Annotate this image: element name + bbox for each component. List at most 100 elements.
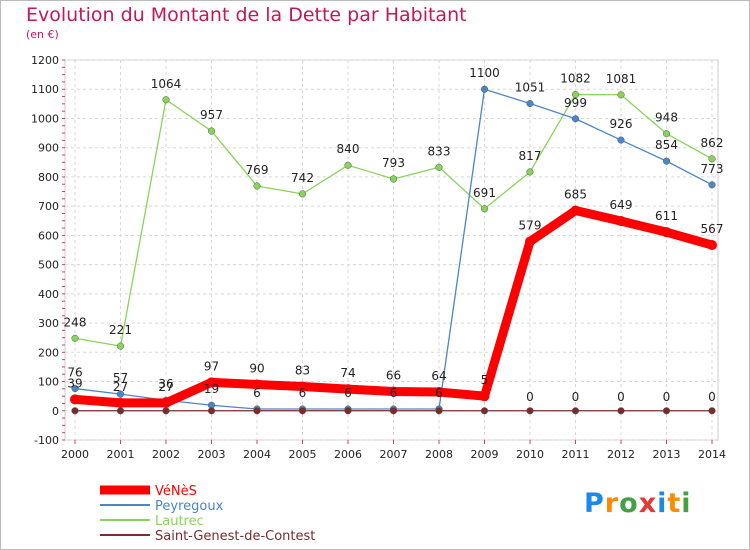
data-label: 926 [610,117,633,131]
data-point [616,216,626,227]
chart-title: Evolution du Montant de la Dette par Hab… [26,4,467,26]
logo-letter: i [681,488,692,519]
axis-layer: -100010020030040050060070080090010001100… [31,54,726,461]
data-point [480,85,489,93]
legend: VéNèSPeyregouxLautrecSaint-Genest-de-Con… [100,484,315,544]
data-point [71,385,79,393]
data-point [662,157,671,165]
data-label: 0 [526,390,534,404]
data-label: 1051 [515,81,546,95]
data-label: 64 [431,369,446,383]
x-tick-label: 2001 [107,448,135,461]
data-point [571,407,580,415]
x-tick-label: 2010 [516,448,544,461]
data-label: 83 [295,364,310,378]
logo-letter: t [667,488,682,519]
data-point [434,387,444,398]
grid-layer [64,59,719,441]
data-point [479,391,490,402]
x-tick-label: 2007 [380,448,408,461]
data-point [708,181,716,189]
legend-entry: VéNèS [155,484,197,499]
data-label: 6 [344,386,352,400]
data-point [71,407,79,415]
x-tick-label: 2014 [698,448,726,461]
data-point [570,205,581,216]
y-tick-label: 300 [38,317,59,330]
data-point [480,205,489,213]
data-point [253,407,261,415]
legend-entry: Saint-Genest-de-Contest [155,529,315,544]
data-label: 773 [701,162,724,176]
logo-letter: x [638,488,658,519]
data-point [662,407,671,415]
x-tick-label: 2006 [334,448,362,461]
data-label: 793 [382,156,405,170]
data-label: 567 [701,222,724,236]
data-label: 6 [390,386,398,400]
data-point [435,407,443,415]
data-point [662,130,671,138]
data-label: 6 [253,386,261,400]
x-tick-label: 2011 [562,448,590,461]
legend-entry: Peyregoux [155,499,224,514]
data-point [162,96,170,104]
data-label: 948 [655,111,678,125]
y-tick-label: 600 [38,229,59,242]
data-label: 5 [481,373,489,387]
data-label: 769 [246,163,269,177]
data-point [207,407,216,415]
data-point [70,394,80,405]
data-point [435,163,443,171]
data-label: 76 [67,366,82,380]
data-point [707,240,717,251]
data-point [526,407,534,415]
x-tick-label: 2013 [653,448,681,461]
data-point [526,168,534,176]
data-point [343,384,353,395]
data-label: 1100 [469,66,500,80]
data-label: 74 [340,366,355,380]
data-label: 1064 [151,77,182,91]
y-tick-label: 1000 [31,112,59,125]
data-label: 999 [564,96,587,110]
data-point [116,342,125,350]
data-label: 1081 [606,72,637,86]
y-tick-label: 1100 [31,83,59,96]
logo-letter: i [657,488,668,519]
data-label: 6 [299,386,307,400]
y-tick-label: 200 [38,346,59,359]
data-label: 97 [204,359,219,373]
data-point [389,175,398,183]
data-label: 66 [386,368,401,382]
y-tick-label: 0 [52,405,59,418]
data-label: 685 [564,188,587,202]
data-label: 19 [204,382,219,396]
series-layer [70,85,717,415]
x-tick-label: 2012 [607,448,635,461]
plot-area [64,59,719,441]
data-label: 248 [64,315,87,329]
data-label: 0 [617,390,625,404]
data-label: 649 [610,198,633,212]
data-point [298,190,307,198]
data-label: 817 [519,149,542,163]
data-label: 6 [435,386,443,400]
data-point [206,377,217,388]
data-point [480,407,489,415]
data-point [388,386,399,397]
data-point [571,90,580,99]
logo-letter: o [619,488,639,519]
x-tick-label: 2003 [198,448,226,461]
data-point [617,407,625,415]
data-point [708,407,716,415]
data-label: 57 [113,371,128,385]
data-label: 0 [663,390,671,404]
data-point [116,407,125,415]
data-label: 1082 [560,71,591,85]
data-point [115,397,126,408]
x-tick-label: 2008 [425,448,453,461]
data-label: 833 [428,144,451,158]
logo-letter: r [604,488,620,519]
data-label: 27 [113,380,128,394]
